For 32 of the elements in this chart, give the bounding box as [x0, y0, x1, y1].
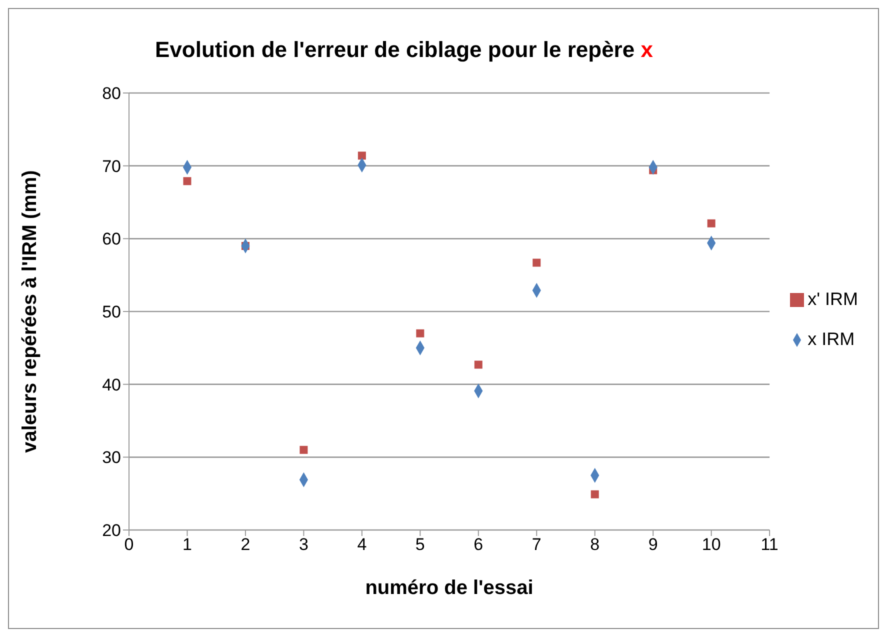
x-tick-label: 0: [124, 535, 134, 554]
legend-label: x' IRM: [808, 288, 858, 308]
x-tick-label: 1: [182, 535, 192, 554]
x-tick-label: 8: [590, 535, 600, 554]
x-axis-title: numéro de l'essai: [365, 577, 534, 599]
point: [183, 177, 192, 186]
point: [300, 446, 308, 454]
x-tick-label: 9: [648, 535, 658, 554]
legend-label: x IRM: [808, 328, 855, 348]
y-tick-label: 50: [102, 302, 121, 322]
y-tick-label: 60: [102, 230, 121, 249]
x-tick-label: 7: [532, 535, 542, 554]
point: [707, 219, 716, 228]
y-tick-label: 30: [102, 448, 121, 468]
point: [590, 490, 599, 498]
x-tick-label: 10: [702, 535, 721, 554]
chart-title: Evolution de l'erreur de ciblage pour le repère x: [155, 37, 653, 62]
x-tick-label: 6: [474, 535, 484, 554]
point: [416, 329, 424, 338]
y-tick-label: 80: [102, 84, 121, 104]
point: [358, 152, 366, 160]
x-tick-label: 11: [760, 535, 778, 554]
y-axis-title: valeurs repérées à l'IRM (mm): [19, 170, 42, 453]
x-tick-label: 3: [298, 535, 308, 554]
x-tick-label: 5: [415, 535, 425, 554]
point: [532, 258, 541, 267]
x-tick-label: 4: [357, 535, 367, 554]
point: [474, 360, 482, 369]
y-tick-label: 70: [102, 156, 121, 176]
x-tick-label: 2: [240, 535, 250, 554]
y-tick-label: 20: [102, 521, 121, 540]
y-tick-label: 40: [102, 375, 121, 394]
